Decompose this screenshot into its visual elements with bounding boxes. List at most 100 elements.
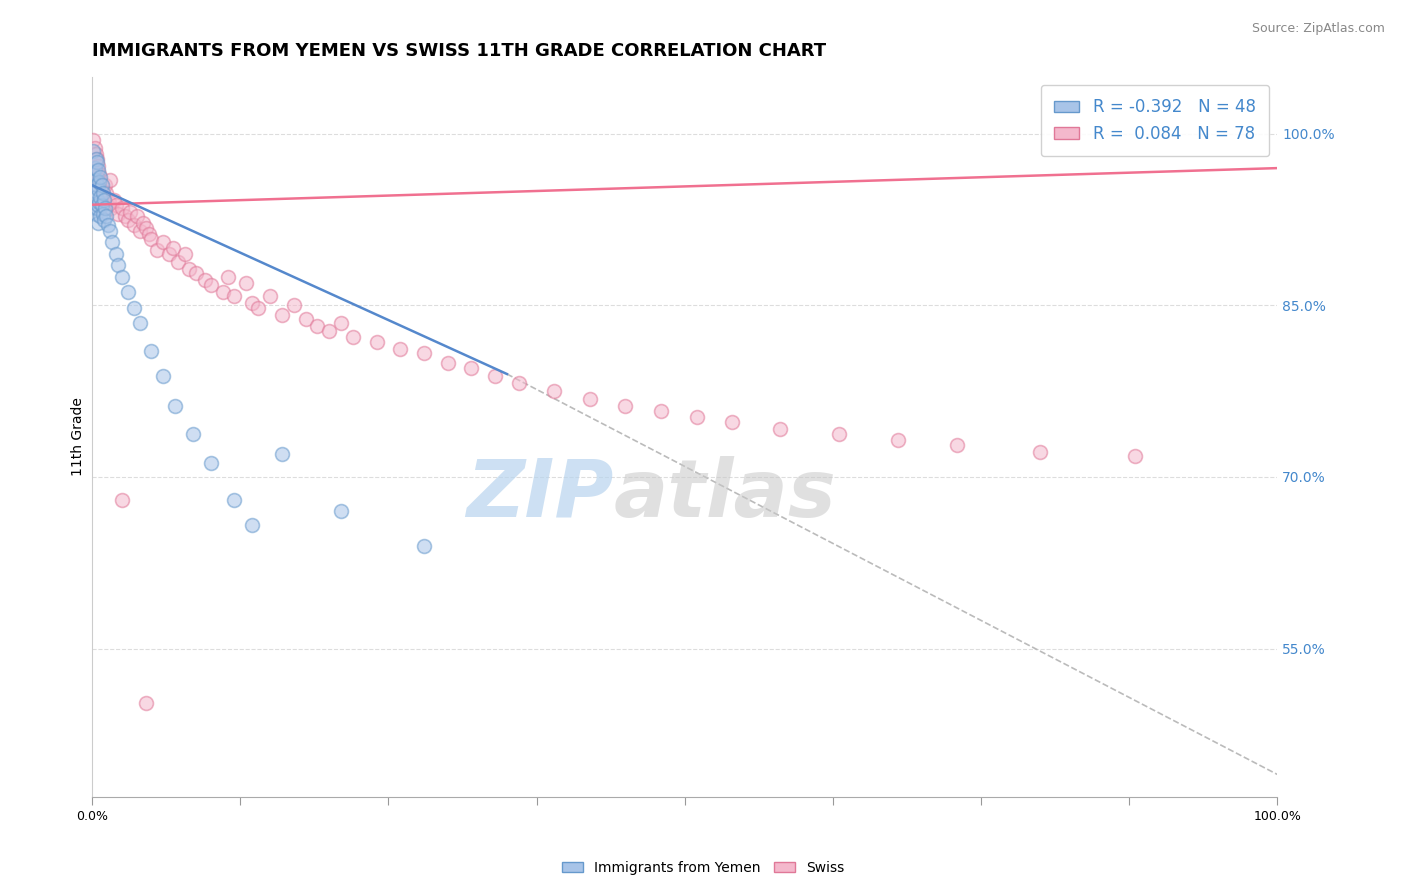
Point	[111, 269, 134, 284]
Point	[134, 697, 156, 711]
Point	[211, 285, 233, 299]
Point	[650, 403, 672, 417]
Point	[103, 193, 125, 207]
Point	[83, 184, 105, 198]
Point	[270, 447, 292, 461]
Point	[83, 140, 105, 154]
Point	[138, 227, 160, 242]
Point	[294, 312, 316, 326]
Point	[91, 186, 114, 201]
Point	[82, 132, 104, 146]
Point	[179, 261, 201, 276]
Point	[141, 232, 163, 246]
Point	[330, 316, 353, 330]
Point	[82, 144, 104, 158]
Point	[114, 209, 136, 223]
Point	[200, 456, 222, 470]
Point	[166, 255, 188, 269]
Point	[389, 342, 412, 356]
Point	[93, 190, 115, 204]
Point	[94, 201, 117, 215]
Point	[186, 266, 208, 280]
Point	[104, 198, 127, 212]
Point	[152, 369, 174, 384]
Point	[89, 170, 111, 185]
Point	[86, 155, 108, 169]
Point	[84, 163, 107, 178]
Point	[1123, 450, 1146, 464]
Point	[152, 235, 174, 250]
Point	[86, 170, 108, 185]
Point	[93, 193, 115, 207]
Point	[89, 167, 111, 181]
Point	[543, 384, 565, 399]
Point	[270, 308, 292, 322]
Point	[97, 219, 120, 233]
Point	[120, 204, 142, 219]
Point	[579, 392, 602, 407]
Point	[157, 247, 180, 261]
Point	[128, 224, 150, 238]
Point	[84, 190, 107, 204]
Point	[89, 175, 111, 189]
Point	[89, 190, 111, 204]
Point	[342, 330, 364, 344]
Point	[366, 334, 388, 349]
Point	[181, 426, 204, 441]
Point	[122, 301, 145, 315]
Text: ZIP: ZIP	[467, 456, 613, 533]
Point	[91, 184, 114, 198]
Point	[614, 399, 637, 413]
Point	[508, 376, 530, 391]
Point	[98, 172, 121, 186]
Point	[946, 438, 969, 452]
Point	[162, 241, 184, 255]
Point	[484, 369, 506, 384]
Point	[436, 355, 458, 369]
Point	[101, 235, 124, 250]
Text: Source: ZipAtlas.com: Source: ZipAtlas.com	[1251, 22, 1385, 36]
Point	[828, 426, 851, 441]
Point	[132, 216, 155, 230]
Point	[240, 518, 263, 533]
Point	[122, 219, 145, 233]
Legend: R = -0.392   N = 48, R =  0.084   N = 78: R = -0.392 N = 48, R = 0.084 N = 78	[1040, 85, 1270, 156]
Text: atlas: atlas	[613, 456, 837, 533]
Point	[89, 195, 111, 210]
Point	[107, 258, 129, 272]
Point	[141, 344, 163, 359]
Point	[96, 209, 118, 223]
Point	[127, 209, 149, 223]
Point	[224, 289, 246, 303]
Point	[96, 186, 118, 201]
Point	[413, 539, 436, 553]
Point	[460, 361, 482, 376]
Point	[240, 296, 263, 310]
Y-axis label: 11th Grade: 11th Grade	[72, 398, 86, 476]
Point	[100, 201, 122, 215]
Point	[194, 273, 217, 287]
Point	[91, 207, 114, 221]
Point	[87, 159, 110, 173]
Point	[768, 422, 790, 436]
Point	[165, 399, 187, 413]
Point	[89, 209, 111, 223]
Point	[84, 207, 107, 221]
Text: IMMIGRANTS FROM YEMEN VS SWISS 11TH GRADE CORRELATION CHART: IMMIGRANTS FROM YEMEN VS SWISS 11TH GRAD…	[93, 42, 827, 60]
Point	[111, 201, 134, 215]
Point	[84, 172, 107, 186]
Point	[200, 277, 222, 292]
Point	[83, 161, 105, 175]
Point	[107, 207, 129, 221]
Point	[87, 198, 110, 212]
Point	[1029, 445, 1052, 459]
Point	[887, 434, 910, 448]
Point	[94, 178, 117, 193]
Point	[330, 504, 353, 518]
Point	[235, 276, 257, 290]
Point	[97, 195, 120, 210]
Point	[87, 163, 110, 178]
Point	[90, 178, 112, 193]
Point	[685, 410, 707, 425]
Point	[413, 346, 436, 360]
